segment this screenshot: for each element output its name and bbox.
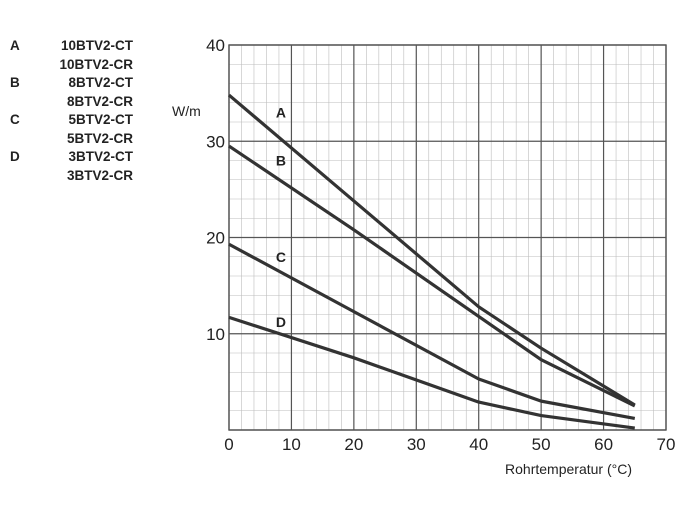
legend-key: A — [10, 38, 20, 53]
series-label-b: B — [276, 153, 286, 169]
plot-frame — [228, 44, 667, 431]
x-tick-label: 50 — [532, 435, 551, 454]
y-tick-label: 30 — [206, 132, 225, 151]
x-tick-label: 30 — [407, 435, 426, 454]
x-tick-label: 70 — [657, 435, 676, 454]
series-labels: A B C D — [276, 104, 286, 330]
y-tick-label: 10 — [206, 325, 225, 344]
series-line-c — [228, 242, 636, 421]
major-grid — [228, 44, 667, 431]
x-tick-label: 40 — [469, 435, 488, 454]
series-label-a: A — [276, 104, 286, 120]
legend-key: C — [10, 112, 20, 127]
x-tick-label: 10 — [282, 435, 301, 454]
y-tick-label: 40 — [206, 36, 225, 55]
legend-model: 8BTV2-CT — [68, 75, 133, 90]
x-tick-label: 60 — [594, 435, 613, 454]
legend-entry-c: C 5BTV2-CT 5BTV2-CR — [10, 111, 133, 148]
legend-entry-d: D 3BTV2-CT 3BTV2-CR — [10, 148, 133, 185]
series-label-c: C — [276, 249, 286, 265]
x-tick-label: 0 — [224, 435, 233, 454]
x-axis-label: Rohrtemperatur (°C) — [505, 461, 632, 477]
legend-model: 10BTV2-CT — [60, 38, 133, 53]
legend-entry-a: A 10BTV2-CT 10BTV2-CR — [10, 37, 133, 74]
series-line-b — [228, 144, 636, 408]
legend-model: 5BTV2-CR — [66, 130, 133, 146]
legend-model: 5BTV2-CT — [68, 112, 133, 127]
legend-key: D — [10, 149, 20, 164]
series-line-a — [227, 93, 636, 407]
tick-labels: 0 10 20 30 40 50 60 70 10 20 30 40 — [206, 36, 675, 454]
series-line-d — [228, 315, 635, 430]
legend-model: 3BTV2-CR — [66, 167, 133, 183]
legend-model: 8BTV2-CR — [66, 93, 133, 109]
y-axis-label: W/m — [172, 103, 201, 119]
legend-model: 3BTV2-CT — [68, 149, 133, 164]
legend-entry-b: B 8BTV2-CT 8BTV2-CR — [10, 74, 133, 111]
legend: A 10BTV2-CT 10BTV2-CR B 8BTV2-CT 8BTV2-CR C 5BT… — [10, 37, 133, 185]
series-label-d: D — [276, 314, 286, 330]
legend-model: 10BTV2-CR — [59, 56, 133, 72]
legend-key: B — [10, 75, 20, 90]
x-tick-label: 20 — [344, 435, 363, 454]
y-tick-label: 20 — [206, 229, 225, 248]
series-lines — [227, 93, 636, 430]
